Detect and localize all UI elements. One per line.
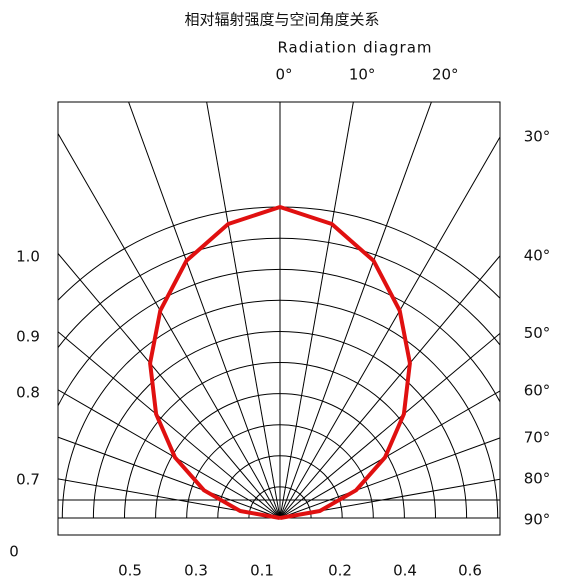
intensity-curve: [148, 205, 412, 520]
angle-tick-label: 10°: [349, 66, 376, 84]
grid-ray: [279, 478, 500, 519]
bottom-label: 0.3: [184, 562, 208, 580]
angle-tick-label: 20°: [432, 66, 459, 84]
angle-tick-label: 40°: [524, 246, 551, 264]
angle-tick-label: 80°: [524, 470, 551, 488]
grid-ray: [58, 389, 281, 519]
bottom-label: 0.5: [118, 562, 142, 580]
grid-ray: [128, 102, 281, 519]
bottom-label: 0.6: [458, 562, 482, 580]
angle-tick-label: 90°: [524, 511, 551, 529]
angle-tick-label: 60°: [524, 381, 551, 399]
grid-ray: [279, 135, 500, 519]
grid-ray: [279, 102, 354, 519]
frame: [57, 101, 501, 536]
bottom-label: 0.4: [393, 562, 417, 580]
grid-ray: [58, 436, 281, 519]
grid-ray: [279, 437, 500, 519]
bottom-label: 0.1: [250, 562, 274, 580]
grid-ray: [206, 102, 281, 519]
grid-ray: [279, 255, 500, 519]
left-label: 0.8: [16, 384, 40, 402]
grid-ray: [279, 332, 500, 519]
grid-ray: [279, 102, 432, 519]
angle-tick-label: 70°: [524, 428, 551, 446]
angle-tick-label: 0°: [275, 66, 292, 84]
bottom-label: 0.2: [328, 562, 352, 580]
grid-ray: [58, 478, 281, 519]
left-label: 0.9: [16, 328, 40, 346]
left-label: 1.0: [16, 248, 40, 266]
chart-subtitle: Radiation diagram: [277, 39, 432, 57]
left-label: 0.7: [16, 471, 40, 489]
left-label: 0: [9, 543, 19, 561]
grid-ray: [58, 252, 281, 519]
chart-title: 相对辐射强度与空间角度关系: [184, 11, 379, 29]
grid-ray: [58, 331, 281, 519]
grid-ray: [58, 132, 281, 519]
grid-ray: [279, 390, 500, 519]
angle-tick-label: 50°: [524, 324, 551, 342]
angle-tick-label: 30°: [524, 127, 551, 145]
